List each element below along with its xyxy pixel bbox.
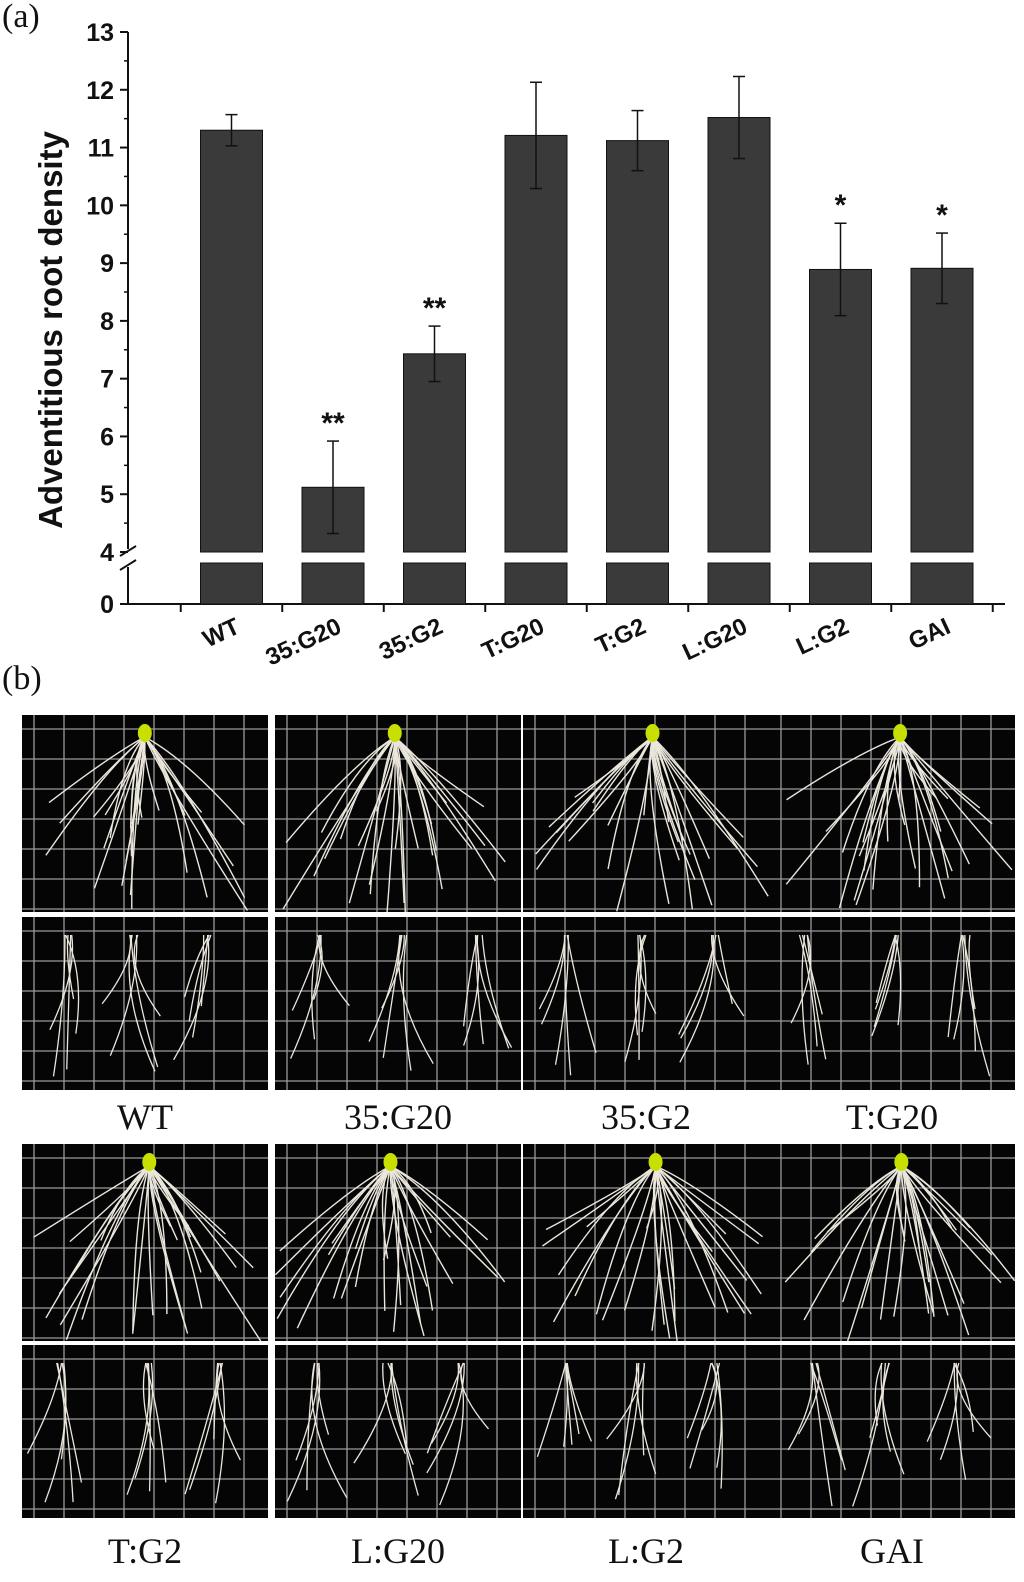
- photo-WT-whole-root-drawing: [22, 715, 268, 912]
- photo-T:G20-whole-root-drawing: [769, 715, 1015, 912]
- axis-break-mark-lower: [119, 559, 137, 571]
- photo-caption-GAI: GAI: [860, 1531, 924, 1571]
- y-tick-label-0: 0: [100, 591, 114, 619]
- photo-35:G20-excised-roots-drawing: [275, 917, 521, 1090]
- photo-caption-T:G2: T:G2: [107, 1531, 183, 1571]
- significance-35:G20: **: [321, 407, 345, 440]
- x-tick-label-T:G2: T:G2: [591, 613, 650, 659]
- photo-T:G20-excised-roots-drawing: [769, 917, 1015, 1090]
- photo-L:G20-whole-root-drawing: [275, 1144, 521, 1341]
- y-axis-label: Adventitious root density: [32, 130, 69, 529]
- photo-35:G20-whole-root: [275, 715, 521, 912]
- bar-T:G20-lower: [504, 562, 568, 605]
- photo-L:G20-excised-roots-drawing: [275, 1345, 521, 1518]
- x-tick-label-L:G2: L:G2: [792, 613, 853, 661]
- significance-GAI: *: [936, 199, 948, 232]
- bar-GAI-lower: [910, 562, 974, 605]
- photo-35:G20-excised-roots: [275, 917, 521, 1090]
- y-tick-label-10: 10: [86, 192, 114, 220]
- bar-35:G2-upper: [403, 353, 466, 553]
- significance-35:G2: **: [423, 292, 447, 325]
- y-tick-label-13: 13: [86, 19, 114, 47]
- photo-35:G2-whole-root-drawing: [523, 715, 769, 912]
- y-tick-label-9: 9: [100, 250, 114, 278]
- photo-L:G2-whole-root: [523, 1144, 769, 1341]
- photo-GAI-whole-root-drawing: [769, 1144, 1015, 1341]
- photo-35:G20-whole-root-drawing: [275, 715, 521, 912]
- y-tick-label-5: 5: [100, 481, 114, 509]
- bar-L:G2-lower: [809, 562, 872, 605]
- photo-L:G20-whole-root: [275, 1144, 521, 1341]
- photo-T:G2-excised-roots: [22, 1345, 268, 1518]
- y-tick-label-7: 7: [100, 366, 114, 394]
- y-tick-label-8: 8: [100, 308, 114, 336]
- y-tick-label-11: 11: [88, 135, 115, 163]
- photo-T:G2-excised-roots-drawing: [22, 1345, 268, 1518]
- photo-GAI-excised-roots-drawing: [769, 1345, 1015, 1518]
- bar-35:G20-lower: [301, 562, 365, 605]
- photo-T:G20-whole-root: [769, 715, 1015, 912]
- photo-caption-L:G20: L:G20: [351, 1531, 445, 1571]
- bar-T:G20-upper: [504, 134, 568, 553]
- photo-35:G2-excised-roots: [523, 917, 769, 1090]
- significance-L:G2: *: [835, 189, 847, 222]
- photo-caption-T:G20: T:G20: [845, 1097, 939, 1137]
- photo-WT-excised-roots: [22, 917, 268, 1090]
- photo-L:G2-excised-roots: [523, 1345, 769, 1518]
- photo-L:G20-excised-roots: [275, 1345, 521, 1518]
- photo-caption-35:G20: 35:G20: [344, 1097, 452, 1137]
- bar-T:G2-upper: [606, 140, 669, 553]
- bars-layer: [200, 75, 974, 605]
- bar-WT-upper: [200, 129, 263, 553]
- bar-L:G2-upper: [809, 268, 872, 553]
- photo-35:G2-excised-roots-drawing: [523, 917, 769, 1090]
- panel-b-label: (b): [2, 660, 42, 697]
- x-tick-label-WT: WT: [199, 613, 245, 653]
- photo-L:G2-excised-roots-drawing: [523, 1345, 769, 1518]
- photo-GAI-whole-root: [769, 1144, 1015, 1341]
- x-tick-label-T:G20: T:G20: [478, 613, 549, 665]
- y-tick-label-6: 6: [100, 423, 114, 451]
- photo-T:G20-excised-roots: [769, 917, 1015, 1090]
- y-tick-label-4: 4: [100, 539, 114, 567]
- photo-caption-L:G2: L:G2: [608, 1531, 684, 1571]
- photo-T:G2-whole-root-drawing: [22, 1144, 268, 1341]
- x-tick-label-35:G2: 35:G2: [375, 613, 447, 666]
- photo-WT-excised-roots-drawing: [22, 917, 268, 1090]
- panel-a-label: (a): [2, 0, 40, 35]
- bar-GAI-upper: [910, 267, 974, 553]
- photo-GAI-excised-roots: [769, 1345, 1015, 1518]
- bar-T:G2-lower: [606, 562, 669, 605]
- y-tick-label-12: 12: [86, 77, 114, 105]
- photo-T:G2-whole-root: [22, 1144, 268, 1341]
- photo-WT-whole-root: [22, 715, 268, 912]
- x-tick-label-L:G20: L:G20: [678, 613, 751, 666]
- x-tick-label-35:G20: 35:G20: [262, 613, 346, 671]
- bar-35:G2-lower: [403, 562, 466, 605]
- photo-caption-WT: WT: [117, 1097, 173, 1137]
- x-tick-label-GAI: GAI: [904, 613, 954, 656]
- photo-L:G2-whole-root-drawing: [523, 1144, 769, 1341]
- photo-caption-35:G2: 35:G2: [601, 1097, 691, 1137]
- bar-WT-lower: [200, 562, 263, 605]
- bar-L:G20-upper: [707, 117, 771, 553]
- photo-35:G2-whole-root: [523, 715, 769, 912]
- bar-L:G20-lower: [707, 562, 771, 605]
